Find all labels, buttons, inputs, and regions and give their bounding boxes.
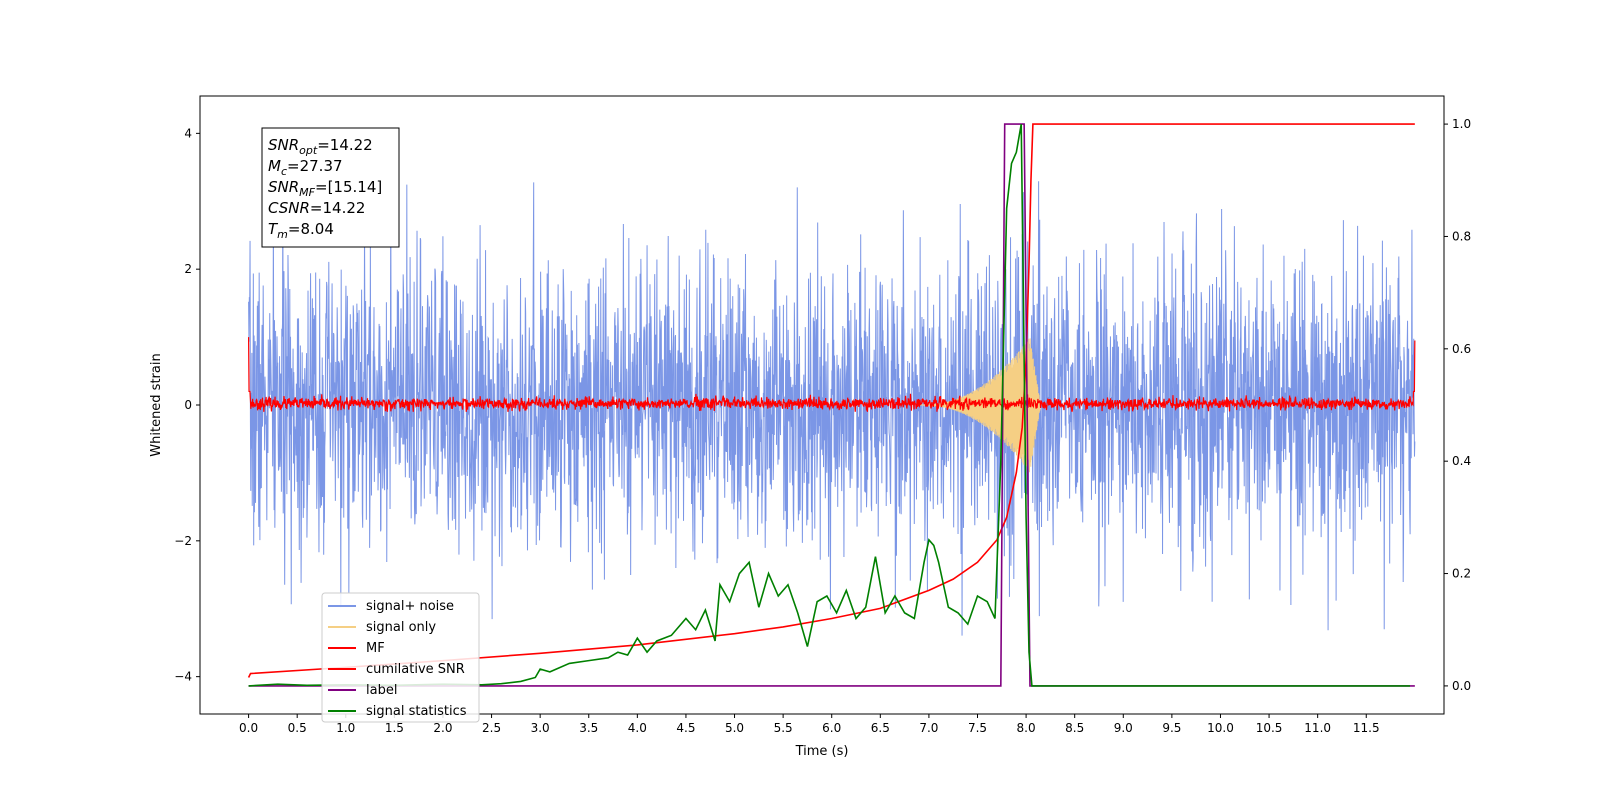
legend: signal+ noise signal only MF cumilative SNR… <box>321 592 480 723</box>
annotation-line: SNRMF=[15.14] <box>268 178 382 199</box>
x-tick-label: 3.5 <box>579 721 598 735</box>
legend-label: signal statistics <box>366 704 467 719</box>
legend-label: signal+ noise <box>366 599 454 614</box>
x-tick-label: 6.0 <box>822 721 841 735</box>
x-tick-label: 11.0 <box>1304 721 1331 735</box>
right-y-axis-ticks: 0.0 0.2 0.4 0.6 0.8 1.0 <box>1444 117 1471 693</box>
series-mf-line <box>247 337 1416 412</box>
right-y-tick-label: 0.6 <box>1452 342 1471 356</box>
series-cumulative-snr-line <box>247 123 1415 678</box>
x-tick-label: 0.0 <box>239 721 258 735</box>
x-tick-label: 2.0 <box>433 721 452 735</box>
right-y-tick-label: 0.8 <box>1452 229 1471 243</box>
x-axis-ticks: 0.0 0.5 1.0 1.5 2.0 2.5 3.0 3.5 4.0 4.5 5.0 5.5 6.0 6… <box>239 714 1380 735</box>
x-tick-label: 4.0 <box>628 721 647 735</box>
annotation-line: Tm=8.04 <box>268 220 334 241</box>
right-y-tick-label: 0.0 <box>1452 679 1471 693</box>
annotation-box-frame <box>261 127 400 248</box>
legend-frame <box>321 592 480 723</box>
x-tick-label: 3.0 <box>531 721 550 735</box>
plot-area <box>247 123 1416 687</box>
x-tick-label: 9.5 <box>1162 721 1181 735</box>
legend-label: cumilative SNR <box>366 662 465 677</box>
series-signal-statistics-line <box>248 123 1410 687</box>
left-y-tick-label: 2 <box>184 262 192 276</box>
right-y-tick-label: 0.2 <box>1452 567 1471 581</box>
x-tick-label: 1.0 <box>336 721 355 735</box>
annotation-lines: SNRopt=14.22Mc=27.37SNRMF=[15.14]CSNR=14… <box>268 136 382 241</box>
left-y-axis-ticks: −4 −2 0 2 4 <box>174 126 200 684</box>
x-axis-label: Time (s) <box>795 744 849 759</box>
x-tick-label: 7.0 <box>919 721 938 735</box>
x-tick-label: 0.5 <box>288 721 307 735</box>
x-tick-label: 8.5 <box>1065 721 1084 735</box>
right-y-tick-label: 1.0 <box>1452 117 1471 131</box>
legend-label: signal only <box>366 620 436 635</box>
series-signal-noise-line <box>248 181 1416 636</box>
x-tick-label: 10.0 <box>1207 721 1234 735</box>
annotation-box: SNRopt=14.22Mc=27.37SNRMF=[15.14]CSNR=14… <box>261 127 400 248</box>
x-tick-label: 10.5 <box>1256 721 1283 735</box>
x-tick-label: 4.5 <box>676 721 695 735</box>
x-tick-label: 1.5 <box>385 721 404 735</box>
x-tick-label: 11.5 <box>1353 721 1380 735</box>
x-tick-label: 2.5 <box>482 721 501 735</box>
left-y-tick-label: −4 <box>174 670 192 684</box>
annotation-line: SNRopt=14.22 <box>268 136 373 157</box>
x-tick-label: 6.5 <box>871 721 890 735</box>
legend-label: label <box>366 683 397 698</box>
x-tick-label: 5.0 <box>725 721 744 735</box>
x-tick-label: 9.0 <box>1114 721 1133 735</box>
right-y-tick-label: 0.4 <box>1452 454 1471 468</box>
left-y-tick-label: −2 <box>174 534 192 548</box>
left-y-tick-label: 0 <box>184 398 192 412</box>
annotation-line: CSNR=14.22 <box>268 199 365 217</box>
annotation-line: Mc=27.37 <box>268 157 343 178</box>
x-tick-label: 5.5 <box>774 721 793 735</box>
legend-items: signal+ noise signal only MF cumilative SNR… <box>328 599 467 719</box>
left-y-tick-label: 4 <box>184 126 192 140</box>
x-tick-label: 7.5 <box>968 721 987 735</box>
left-y-axis-label: Whitened strain <box>149 353 164 456</box>
x-tick-label: 8.0 <box>1017 721 1036 735</box>
legend-label: MF <box>366 641 385 656</box>
